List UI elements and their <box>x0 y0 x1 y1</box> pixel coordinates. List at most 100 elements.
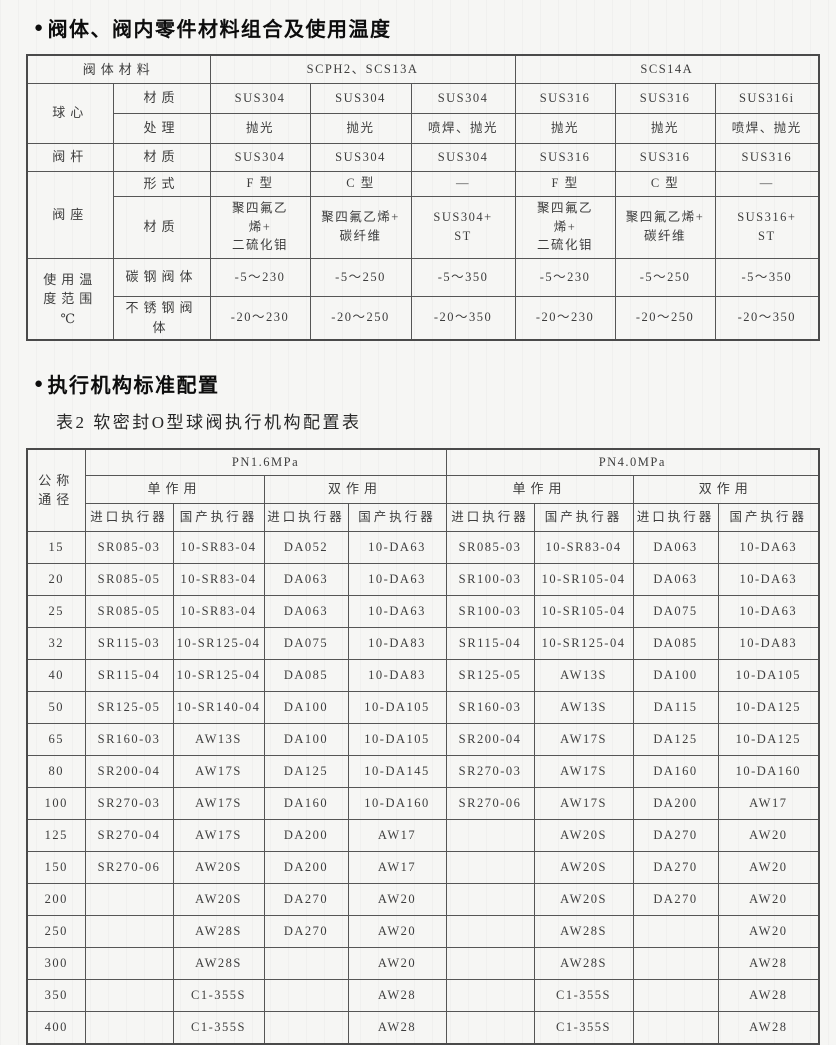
actuator-cell: DA270 <box>263 882 349 916</box>
table-row: 球心 材质 SUS304 SUS304 SUS304 SUS316 SUS316… <box>26 82 820 144</box>
table-row: 处理 抛光 抛光 喷焊、抛光 抛光 抛光 喷焊、抛光 <box>27 112 820 144</box>
actuator-cell: AW13S <box>533 690 634 724</box>
steel-group-scs14a-header: SCS14A <box>514 54 820 84</box>
actuator-cell <box>84 914 174 948</box>
actuator-cell <box>445 850 535 884</box>
material-sub-label: 材质 <box>112 142 211 172</box>
actuator-cell: AW20 <box>347 914 447 948</box>
actuator-cell: AW20S <box>533 850 634 884</box>
table-row: 15 SR085-03 10-SR83-04 DA052 10-DA63 SR085-03… <box>26 530 820 564</box>
dn-cell: 32 <box>26 626 86 660</box>
stainless-steel-temp-cell: -20～250 <box>309 295 412 341</box>
table-row: 50 SR125-05 10-SR140-04 DA100 10-DA105 SR160-… <box>26 690 820 724</box>
dn-cell: 200 <box>26 882 86 916</box>
actuator-cell: DA063 <box>632 530 719 564</box>
actuator-cell: SR085-03 <box>84 530 174 564</box>
actuator-cell: SR085-03 <box>445 530 535 564</box>
dn-cell: 15 <box>26 530 86 564</box>
ball-treatment-cell: 喷焊、抛光 <box>410 112 516 144</box>
dn-cell: 20 <box>26 562 86 596</box>
actuator-cell: AW13S <box>533 658 634 692</box>
ball-treatment-cell: 抛光 <box>309 112 412 144</box>
actuator-cell: DA075 <box>632 594 719 628</box>
actuator-cell: 10-DA63 <box>717 594 820 628</box>
actuator-cell: SR115-04 <box>445 626 535 660</box>
table-row: 400 C1-355S AW28 C1-355S AW28 <box>26 1010 820 1044</box>
actuator-cell: DA125 <box>263 754 349 788</box>
actuator-cell: DA100 <box>632 658 719 692</box>
dn-cell: 400 <box>26 1010 86 1044</box>
actuator-cell: AW13S <box>172 722 265 756</box>
actuator-cell: AW20S <box>172 850 265 884</box>
actuator-cell: DA160 <box>263 786 349 820</box>
double-action-header: 双作用 <box>632 474 820 504</box>
actuator-cell: SR270-04 <box>84 818 174 852</box>
stainless-steel-temp-cell: -20～230 <box>514 295 616 341</box>
section-title-text: 阀体、阀内零件材料组合及使用温度 <box>47 19 392 41</box>
section-title-actuator: ● 执行机构标准配置 <box>34 369 818 398</box>
actuator-cell: DA200 <box>263 818 349 852</box>
actuator-cell: 10-DA83 <box>347 626 447 660</box>
actuator-cell: AW17S <box>172 754 265 788</box>
carbon-steel-temp-cell: -5～250 <box>614 257 716 297</box>
valve-body-material-header: 阀体材料 <box>26 54 211 84</box>
dn-cell: 100 <box>26 786 86 820</box>
actuator-cell: 10-DA145 <box>347 754 447 788</box>
domestic-actuator-header: 国产执行器 <box>172 502 265 532</box>
actuator-cell: AW28S <box>172 914 265 948</box>
actuator-cell <box>445 1010 535 1044</box>
domestic-actuator-header: 国产执行器 <box>533 502 634 532</box>
ball-material-cell: SUS316 <box>514 82 616 114</box>
actuator-cell <box>84 882 174 916</box>
stem-material-cell: SUS316 <box>614 142 716 172</box>
ball-material-cell: SUS304 <box>309 82 412 114</box>
actuator-cell: AW20S <box>172 882 265 916</box>
table-row: 阀体材料 SCPH2、SCS13A SCS14A <box>26 54 820 84</box>
table-row: 250 AW28S DA270 AW20 AW28S AW20 <box>26 914 820 948</box>
ball-material-cell: SUS304 <box>410 82 516 114</box>
actuator-cell: DA052 <box>263 530 349 564</box>
actuator-cell: DA125 <box>632 722 719 756</box>
actuator-cell: SR085-05 <box>84 594 174 628</box>
actuator-cell: 10-DA83 <box>347 658 447 692</box>
actuator-cell: 10-DA160 <box>347 786 447 820</box>
actuator-cell: 10-SR125-04 <box>533 626 634 660</box>
actuator-cell: 10-DA160 <box>717 754 820 788</box>
seat-material-cell: 聚四氟乙烯+ 碳纤维 <box>309 195 412 259</box>
actuator-cell: 10-DA105 <box>347 690 447 724</box>
seat-type-cell: F 型 <box>514 170 616 197</box>
actuator-cell: 10-SR83-04 <box>533 530 634 564</box>
table-row: 使用温 度范围 ℃ 碳钢阀体 -5～230 -5～250 -5～350 -5～2… <box>26 257 820 341</box>
actuator-cell: DA063 <box>632 562 719 596</box>
actuator-cell: DA063 <box>263 594 349 628</box>
actuator-cell: SR125-05 <box>445 658 535 692</box>
actuator-cell: 10-DA105 <box>347 722 447 756</box>
actuator-cell: AW20S <box>533 882 634 916</box>
material-sub-label: 材质 <box>112 195 211 259</box>
table-row: 80 SR200-04 AW17S DA125 10-DA145 SR270-03 AW17… <box>26 754 820 788</box>
actuator-cell: AW17S <box>172 818 265 852</box>
stem-material-cell: SUS304 <box>410 142 516 172</box>
seat-type-cell: C 型 <box>614 170 716 197</box>
stainless-steel-temp-cell: -20～250 <box>614 295 716 341</box>
actuator-cell: 10-DA105 <box>717 658 820 692</box>
actuator-cell <box>445 946 535 980</box>
actuator-cell: AW28 <box>717 978 820 1012</box>
table-row: 材质 聚四氟乙 烯+ 二硫化钼 聚四氟乙烯+ 碳纤维 SUS304+ ST 聚四… <box>27 195 820 259</box>
actuator-cell: C1-355S <box>533 978 634 1012</box>
actuator-cell: C1-355S <box>172 978 265 1012</box>
actuator-cell: DA063 <box>263 562 349 596</box>
table-row: 200 AW20S DA270 AW20 AW20S DA270 AW20 <box>26 882 820 916</box>
dn-cell: 65 <box>26 722 86 756</box>
stem-material-cell: SUS316 <box>714 142 820 172</box>
stem-material-cell: SUS304 <box>209 142 311 172</box>
actuator-cell: 10-DA63 <box>347 562 447 596</box>
table-row: 32 SR115-03 10-SR125-04 DA075 10-DA83 SR115-0… <box>26 626 820 660</box>
actuator-cell: 10-SR105-04 <box>533 594 634 628</box>
actuator-cell: SR115-03 <box>84 626 174 660</box>
actuator-cell: 10-SR83-04 <box>172 594 265 628</box>
single-action-header: 单作用 <box>84 474 265 504</box>
table-row: 350 C1-355S AW28 C1-355S AW28 <box>26 978 820 1012</box>
table-row: 不锈钢阀 体 -20～230 -20～250 -20～350 -20～230 -… <box>27 295 820 341</box>
actuator-cell <box>445 818 535 852</box>
